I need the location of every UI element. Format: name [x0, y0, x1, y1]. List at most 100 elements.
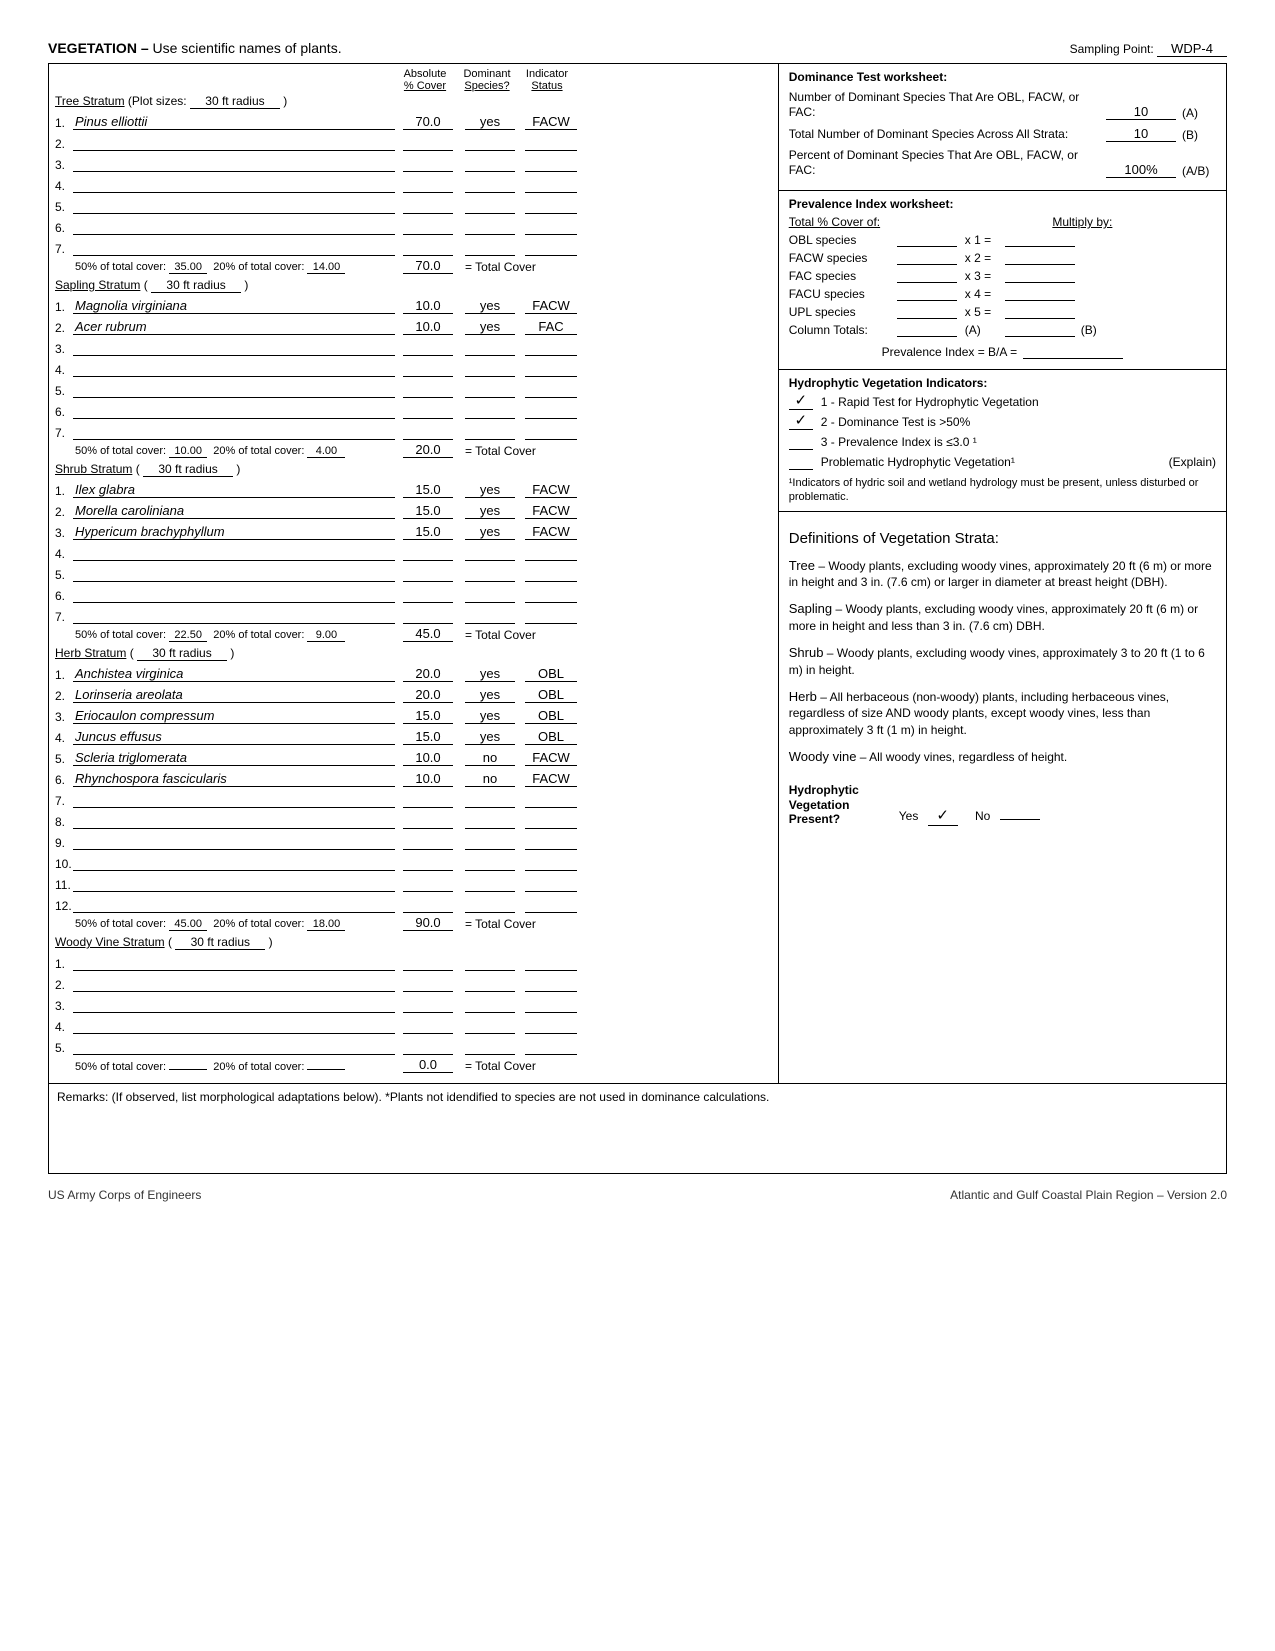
dom-val-ab[interactable]: 100%	[1106, 162, 1176, 178]
species-dominant[interactable]: yes	[465, 666, 515, 682]
species-status[interactable]	[525, 403, 577, 419]
species-dominant[interactable]	[465, 177, 515, 193]
species-status[interactable]: OBL	[525, 687, 577, 703]
species-status[interactable]: OBL	[525, 666, 577, 682]
p20-value-vine[interactable]	[307, 1069, 345, 1070]
plot-size-tree[interactable]: 30 ft radius	[190, 94, 280, 109]
species-dominant[interactable]	[465, 587, 515, 603]
species-status[interactable]	[525, 340, 577, 356]
species-status[interactable]	[525, 587, 577, 603]
species-dominant[interactable]	[465, 608, 515, 624]
species-status[interactable]: OBL	[525, 729, 577, 745]
prev-tot-b[interactable]	[1005, 336, 1075, 337]
species-name[interactable]	[73, 424, 395, 440]
species-status[interactable]: FACW	[525, 114, 577, 130]
species-name[interactable]	[73, 361, 395, 377]
species-cover[interactable]	[403, 545, 453, 561]
prev-result[interactable]	[1005, 282, 1075, 283]
species-name[interactable]	[73, 997, 395, 1013]
species-name[interactable]	[73, 834, 395, 850]
species-name[interactable]: Magnolia virginiana	[73, 298, 395, 314]
species-dominant[interactable]: yes	[465, 482, 515, 498]
species-dominant[interactable]	[465, 813, 515, 829]
species-cover[interactable]: 20.0	[403, 666, 453, 682]
prev-result[interactable]	[1005, 318, 1075, 319]
species-cover[interactable]	[403, 976, 453, 992]
species-status[interactable]	[525, 240, 577, 256]
species-cover[interactable]: 15.0	[403, 729, 453, 745]
species-name[interactable]	[73, 156, 395, 172]
species-cover[interactable]	[403, 1039, 453, 1055]
species-cover[interactable]: 15.0	[403, 482, 453, 498]
species-status[interactable]	[525, 198, 577, 214]
species-name[interactable]	[73, 198, 395, 214]
plot-size-sapling[interactable]: 30 ft radius	[151, 278, 241, 293]
total-cover-herb[interactable]: 90.0	[403, 915, 453, 931]
species-name[interactable]: Rhynchospora fascicularis	[73, 771, 395, 787]
hvi-check-3[interactable]	[789, 434, 813, 450]
species-dominant[interactable]	[465, 566, 515, 582]
species-dominant[interactable]	[465, 792, 515, 808]
species-status[interactable]	[525, 361, 577, 377]
species-cover[interactable]	[403, 240, 453, 256]
species-cover[interactable]: 10.0	[403, 750, 453, 766]
species-name[interactable]	[73, 792, 395, 808]
species-status[interactable]: FACW	[525, 524, 577, 540]
dom-val-b[interactable]: 10	[1106, 126, 1176, 142]
species-status[interactable]	[525, 997, 577, 1013]
species-cover[interactable]	[403, 1018, 453, 1034]
species-dominant[interactable]	[465, 897, 515, 913]
p20-value-shrub[interactable]: 9.00	[307, 629, 345, 642]
species-dominant[interactable]: yes	[465, 319, 515, 335]
prev-cover-value[interactable]	[897, 246, 957, 247]
species-status[interactable]: FACW	[525, 750, 577, 766]
species-dominant[interactable]: yes	[465, 687, 515, 703]
species-cover[interactable]	[403, 403, 453, 419]
species-dominant[interactable]	[465, 955, 515, 971]
species-name[interactable]: Scleria triglomerata	[73, 750, 395, 766]
species-name[interactable]: Ilex glabra	[73, 482, 395, 498]
species-name[interactable]	[73, 403, 395, 419]
species-status[interactable]: FACW	[525, 503, 577, 519]
species-dominant[interactable]	[465, 135, 515, 151]
species-status[interactable]: FACW	[525, 482, 577, 498]
p20-value-herb[interactable]: 18.00	[307, 918, 345, 931]
species-cover[interactable]	[403, 955, 453, 971]
species-cover[interactable]	[403, 135, 453, 151]
species-name[interactable]	[73, 177, 395, 193]
species-status[interactable]	[525, 1039, 577, 1055]
species-name[interactable]	[73, 382, 395, 398]
species-status[interactable]: FACW	[525, 771, 577, 787]
species-dominant[interactable]: no	[465, 771, 515, 787]
species-status[interactable]: FAC	[525, 319, 577, 335]
p50-value-shrub[interactable]: 22.50	[169, 629, 207, 642]
species-dominant[interactable]	[465, 424, 515, 440]
species-cover[interactable]	[403, 340, 453, 356]
species-status[interactable]	[525, 813, 577, 829]
species-name[interactable]: Hypericum brachyphyllum	[73, 524, 395, 540]
species-status[interactable]	[525, 1018, 577, 1034]
species-name[interactable]	[73, 566, 395, 582]
species-name[interactable]	[73, 1039, 395, 1055]
species-dominant[interactable]	[465, 876, 515, 892]
species-cover[interactable]	[403, 792, 453, 808]
total-cover-shrub[interactable]: 45.0	[403, 626, 453, 642]
hvi-check-4[interactable]	[789, 454, 813, 470]
species-name[interactable]: Eriocaulon compressum	[73, 708, 395, 724]
species-dominant[interactable]	[465, 198, 515, 214]
p20-value-sapling[interactable]: 4.00	[307, 445, 345, 458]
species-dominant[interactable]	[465, 976, 515, 992]
species-name[interactable]	[73, 876, 395, 892]
species-cover[interactable]	[403, 198, 453, 214]
species-dominant[interactable]	[465, 997, 515, 1013]
prev-cover-value[interactable]	[897, 300, 957, 301]
species-status[interactable]	[525, 976, 577, 992]
species-name[interactable]	[73, 855, 395, 871]
species-cover[interactable]	[403, 361, 453, 377]
plot-size-herb[interactable]: 30 ft radius	[137, 646, 227, 661]
prev-index-value[interactable]	[1023, 358, 1123, 359]
species-status[interactable]: FACW	[525, 298, 577, 314]
species-cover[interactable]: 10.0	[403, 771, 453, 787]
species-cover[interactable]	[403, 587, 453, 603]
species-cover[interactable]	[403, 997, 453, 1013]
